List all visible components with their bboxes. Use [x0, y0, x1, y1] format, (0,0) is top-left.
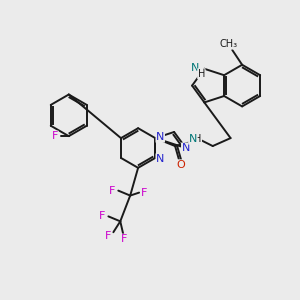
Text: H: H: [198, 69, 205, 79]
Text: F: F: [141, 188, 147, 198]
Text: F: F: [105, 231, 112, 241]
Text: N: N: [156, 154, 164, 164]
Text: F: F: [109, 186, 116, 196]
Text: CH₃: CH₃: [219, 39, 237, 49]
Text: N: N: [182, 143, 190, 153]
Text: F: F: [121, 234, 127, 244]
Text: N: N: [191, 63, 200, 73]
Text: O: O: [177, 160, 185, 170]
Text: N: N: [189, 134, 197, 144]
Text: F: F: [52, 131, 58, 141]
Text: N: N: [156, 132, 164, 142]
Text: F: F: [99, 212, 106, 221]
Text: H: H: [194, 134, 202, 144]
